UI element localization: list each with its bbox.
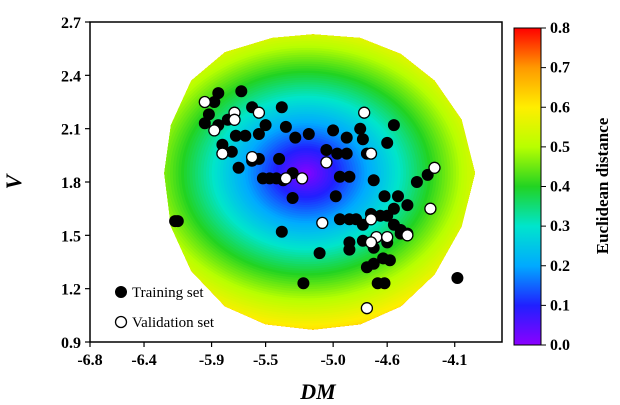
colorbar-tick-label: 0.3 — [550, 218, 570, 235]
y-tick-label: 1.8 — [61, 175, 81, 192]
colorbar-tick-label: 0.2 — [550, 258, 570, 275]
y-axis-title: V — [1, 172, 26, 189]
colorbar: 0.0 0.1 0.2 0.3 0.4 0.5 0.6 0.7 0.8 Euclidean di… — [513, 20, 612, 354]
training-point — [289, 131, 302, 144]
validation-point — [358, 106, 371, 119]
training-point — [367, 257, 380, 270]
training-point — [340, 147, 353, 160]
training-point — [356, 133, 369, 146]
x-tick-label: -5.9 — [199, 352, 224, 369]
training-point — [378, 190, 391, 203]
training-point — [275, 225, 288, 238]
legend: Training set Validation set — [114, 285, 215, 331]
training-point — [340, 131, 353, 144]
training-point — [259, 119, 272, 132]
training-point — [232, 161, 245, 174]
training-point — [320, 144, 333, 156]
x-tick-label: -4.6 — [375, 352, 400, 369]
validation-point — [216, 147, 229, 160]
y-tick-label: 1.5 — [61, 228, 81, 245]
colorbar-tick-label: 0.0 — [550, 337, 570, 354]
training-point — [286, 192, 299, 204]
training-point — [333, 170, 346, 183]
training-point — [343, 243, 356, 256]
training-point — [273, 152, 286, 165]
training-point — [235, 85, 248, 98]
validation-point — [364, 236, 378, 249]
validation-point — [316, 216, 329, 230]
legend-training-marker — [115, 286, 127, 298]
y-tick-label: 2.7 — [61, 15, 81, 32]
validation-point — [228, 113, 241, 126]
validation-point — [364, 147, 378, 160]
validation-point — [364, 213, 378, 226]
legend-training-label: Training set — [132, 285, 204, 301]
x-tick-label: -4.1 — [442, 352, 467, 369]
x-axis-title: DM — [299, 379, 337, 404]
training-point — [401, 199, 414, 212]
validation-point — [428, 161, 441, 174]
training-point — [252, 128, 265, 140]
training-point — [354, 122, 367, 135]
x-tick-label: -6.8 — [77, 352, 102, 369]
y-axis: 0.9 1.2 1.5 1.8 2.1 2.4 2.7 — [61, 15, 90, 352]
training-point — [381, 136, 394, 149]
training-point — [302, 128, 315, 140]
training-point — [367, 174, 380, 187]
colorbar-tick-label: 0.1 — [550, 297, 570, 314]
colorbar-tick-label: 0.6 — [550, 99, 570, 116]
colorbar-tick-label: 0.4 — [550, 179, 570, 196]
legend-validation-marker — [114, 315, 128, 329]
validation-point — [252, 106, 266, 119]
validation-point — [245, 150, 259, 164]
y-tick-label: 1.2 — [61, 282, 81, 299]
validation-point — [279, 172, 293, 185]
validation-point — [401, 229, 414, 242]
colorbar-title: Euclidean distance — [593, 117, 612, 254]
validation-point — [360, 302, 374, 315]
colorbar-tick-label: 0.8 — [550, 20, 570, 37]
colorbar-tick-label: 0.5 — [550, 139, 570, 156]
training-point — [239, 129, 252, 142]
validation-point — [208, 124, 221, 137]
validation-point — [320, 156, 333, 169]
training-point — [387, 119, 400, 132]
y-tick-label: 2.1 — [61, 122, 81, 139]
x-tick-label: -5.5 — [253, 352, 278, 369]
training-point — [279, 120, 292, 133]
training-point — [387, 202, 400, 215]
training-point — [410, 176, 423, 188]
training-point — [198, 117, 211, 130]
training-point — [392, 190, 404, 203]
colorbar-gradient — [513, 27, 542, 346]
y-tick-label: 0.9 — [61, 335, 81, 352]
x-tick-label: -5.0 — [320, 352, 345, 369]
training-point — [275, 101, 288, 114]
colorbar-tick-label: 0.7 — [550, 60, 570, 77]
x-axis: -6.8 -6.4 -5.9 -5.5 -5.0 -4.6 -4.1 — [77, 342, 467, 369]
y-tick-label: 2.4 — [61, 68, 81, 85]
training-point — [378, 277, 391, 290]
training-point — [451, 272, 464, 284]
legend-validation-label: Validation set — [132, 315, 215, 331]
validation-point — [198, 95, 211, 109]
validation-point — [424, 202, 437, 215]
training-point — [383, 254, 396, 267]
training-point — [313, 247, 326, 260]
colorbar-ticks: 0.0 0.1 0.2 0.3 0.4 0.5 0.6 0.7 0.8 — [541, 20, 570, 354]
training-point — [171, 215, 184, 228]
validation-point — [295, 172, 309, 185]
validation-point — [381, 230, 394, 244]
training-point — [329, 190, 342, 203]
training-point — [297, 277, 310, 290]
data-points — [169, 85, 464, 315]
x-tick-label: -6.4 — [131, 352, 156, 369]
training-point — [327, 124, 340, 137]
